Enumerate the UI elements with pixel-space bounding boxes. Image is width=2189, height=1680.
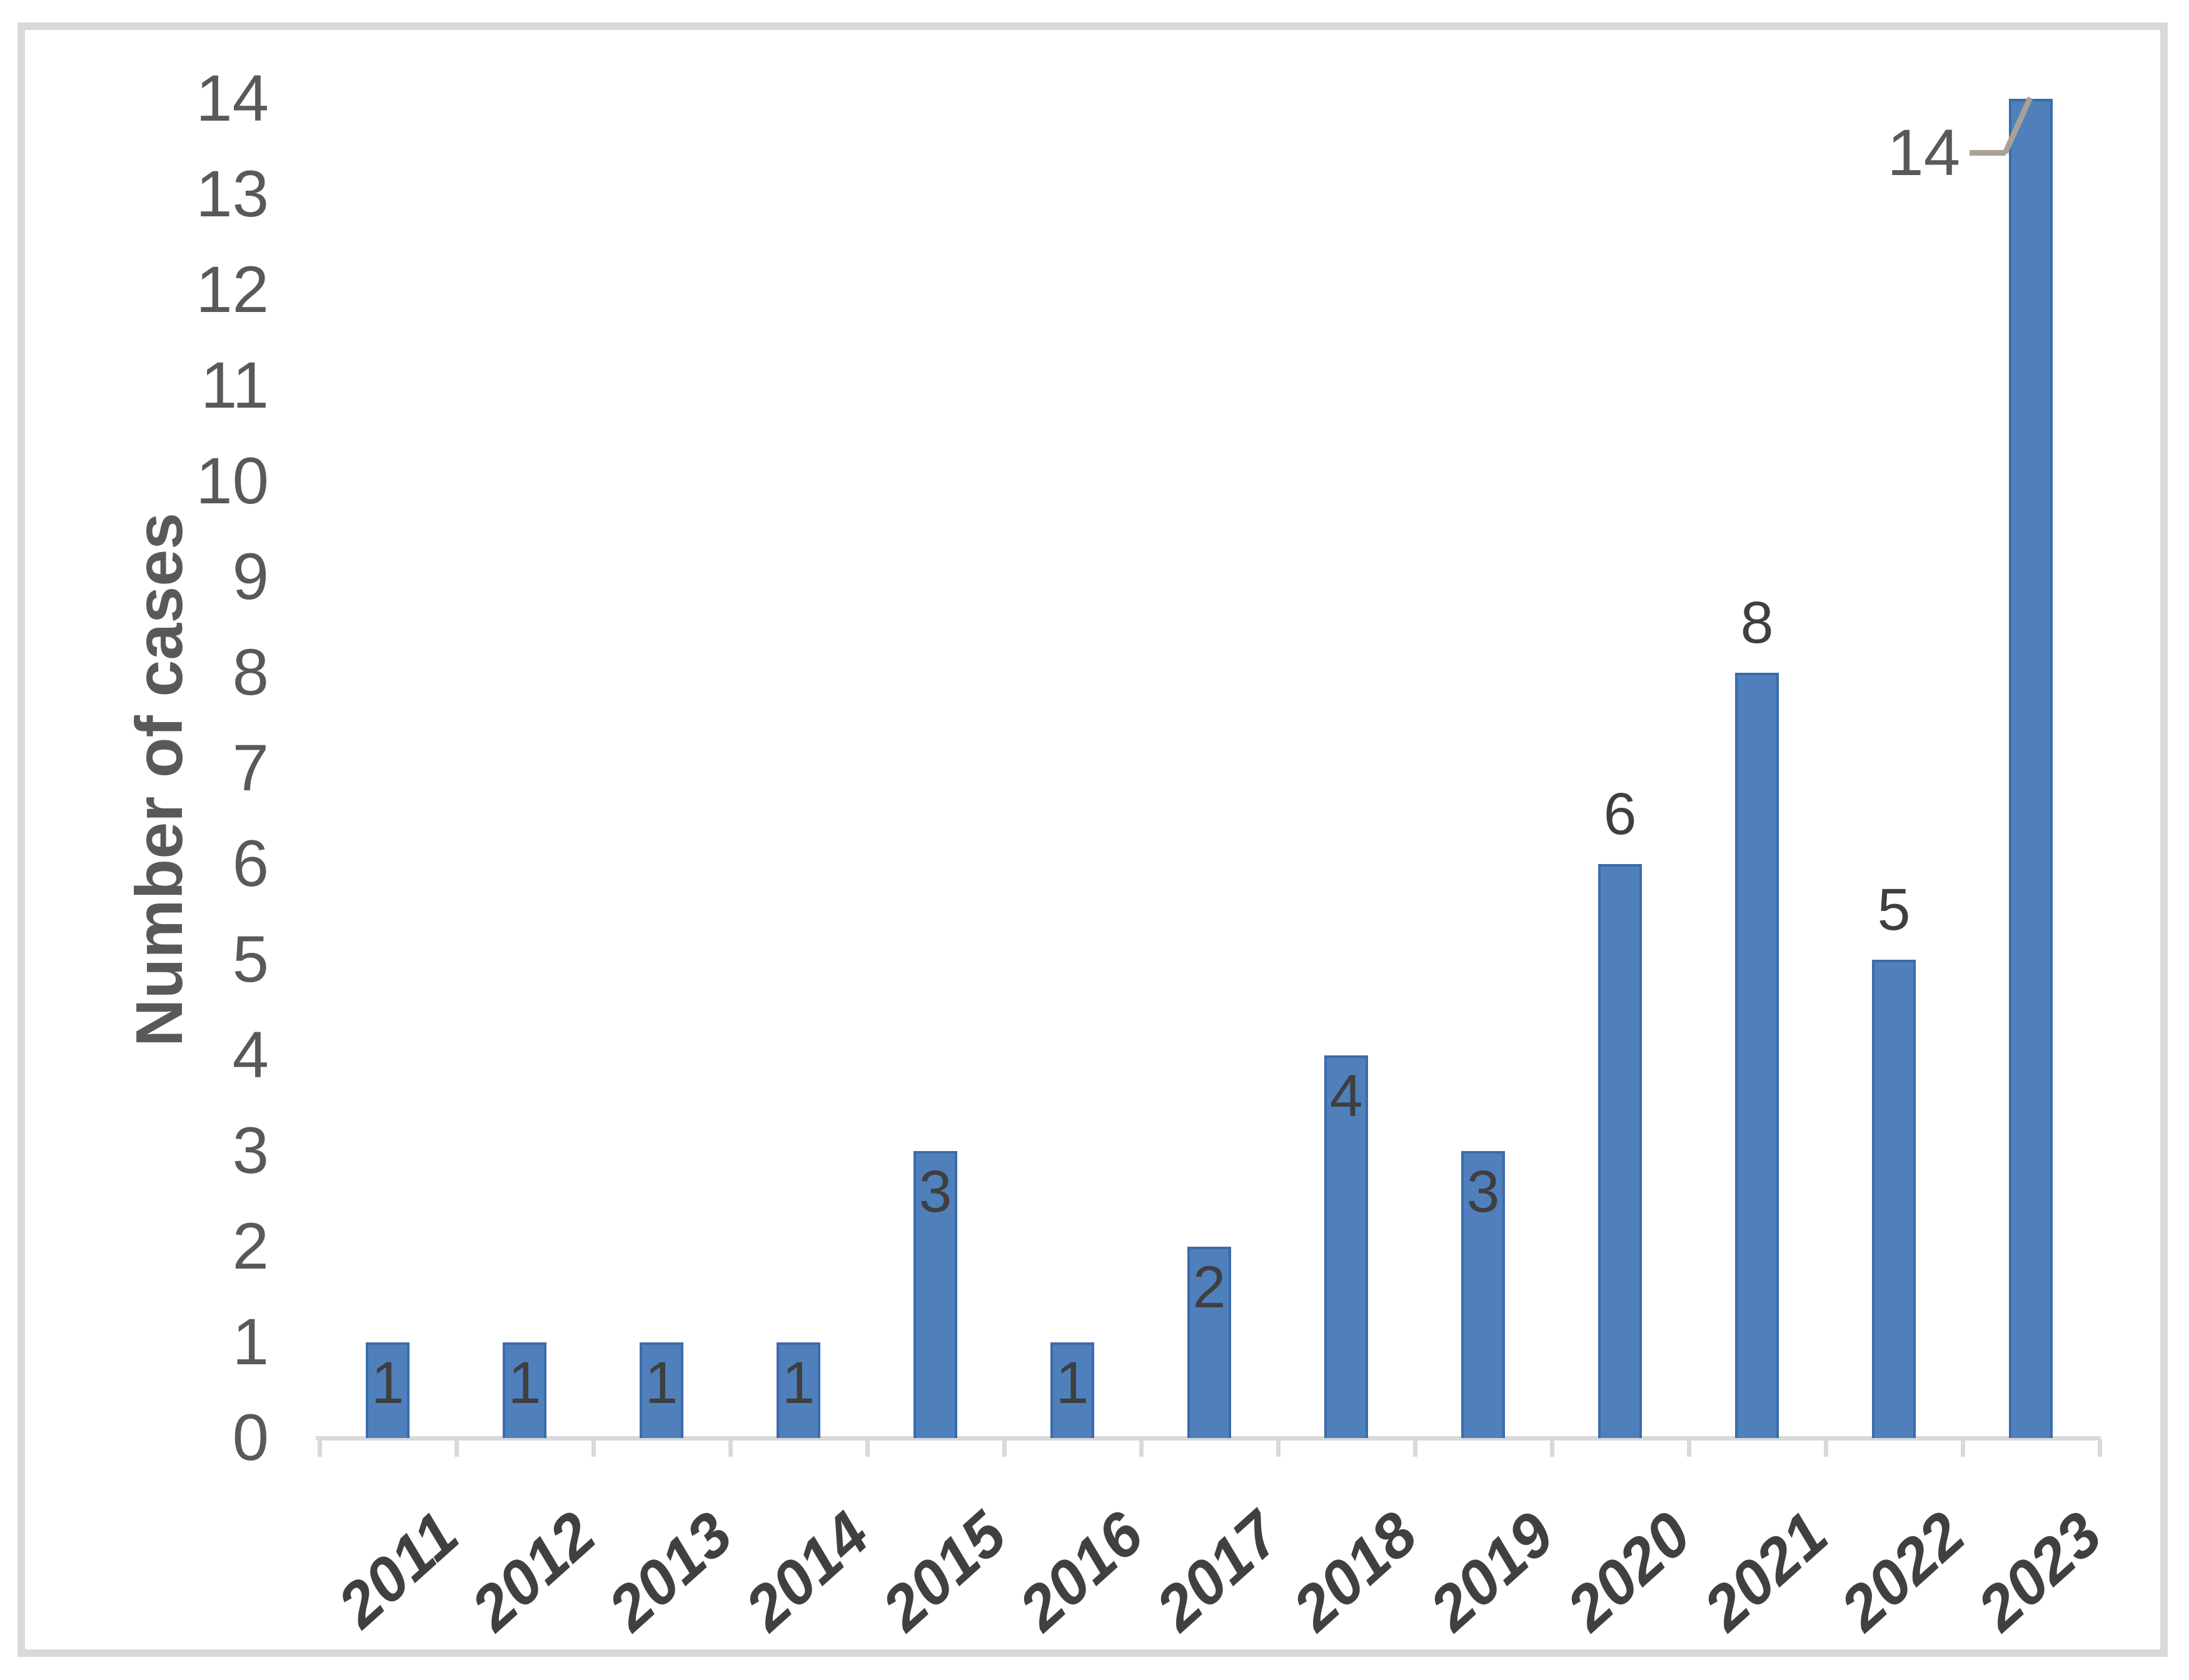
y-tick-label: 9	[232, 540, 269, 613]
bar-2018	[1324, 1055, 1368, 1438]
bar-2021	[1735, 673, 1779, 1438]
x-axis-tick	[1549, 1439, 1554, 1457]
y-tick-label: 2	[232, 1210, 269, 1283]
bar-value-label-2017: 2	[1192, 1254, 1226, 1320]
x-axis-tick	[591, 1439, 596, 1457]
x-axis-tick	[454, 1439, 459, 1457]
x-axis-tick	[1686, 1439, 1691, 1457]
x-axis-tick	[317, 1439, 322, 1457]
y-tick-label: 1	[232, 1305, 269, 1379]
x-axis-tick	[1002, 1439, 1007, 1457]
bar-value-label-2020: 6	[1603, 781, 1637, 847]
bar-value-label-2021: 8	[1740, 590, 1774, 656]
bar-2019	[1461, 1151, 1505, 1438]
bar-value-label-2011: 1	[371, 1350, 405, 1416]
bar-value-label-2016: 1	[1055, 1350, 1089, 1416]
y-tick-label: 4	[232, 1019, 269, 1092]
y-tick-label: 14	[196, 62, 269, 135]
bar-2014	[777, 1342, 820, 1438]
bar-2012	[503, 1342, 546, 1438]
x-axis-line	[316, 1436, 2101, 1441]
x-axis-tick	[1139, 1439, 1144, 1457]
x-axis-tick	[728, 1439, 733, 1457]
bar-value-label-2013: 1	[645, 1350, 678, 1416]
y-tick-label: 3	[232, 1114, 269, 1187]
bar-value-label-2023: 14	[1887, 116, 1960, 189]
bar-value-label-2018: 4	[1329, 1063, 1363, 1129]
bar-2020	[1598, 864, 1642, 1438]
bar-value-label-2015: 3	[918, 1159, 952, 1225]
callout-leader-line-horizontal	[1970, 150, 2006, 156]
y-tick-label: 13	[196, 158, 269, 231]
bar-2023	[2009, 99, 2053, 1438]
y-tick-label: 8	[232, 636, 269, 709]
x-axis-tick	[2097, 1439, 2102, 1457]
bar-2013	[640, 1342, 683, 1438]
x-axis-tick	[1276, 1439, 1281, 1457]
y-tick-label: 6	[232, 827, 269, 900]
bar-2017	[1187, 1247, 1231, 1438]
bar-value-label-2019: 3	[1466, 1159, 1500, 1225]
bar-value-label-2014: 1	[782, 1350, 815, 1416]
y-tick-label: 11	[201, 349, 269, 422]
x-axis-tick	[865, 1439, 870, 1457]
y-tick-label: 10	[196, 445, 269, 518]
bar-value-label-2012: 1	[508, 1350, 541, 1416]
bar-2011	[366, 1342, 410, 1438]
y-tick-label: 7	[232, 732, 269, 805]
bar-2016	[1050, 1342, 1094, 1438]
y-tick-label: 0	[232, 1401, 269, 1474]
y-tick-label: 12	[196, 253, 269, 326]
bar-2015	[913, 1151, 957, 1438]
x-axis-tick	[1412, 1439, 1417, 1457]
bar-2022	[1872, 960, 1916, 1438]
bar-value-label-2022: 5	[1877, 877, 1911, 943]
x-axis-tick	[1823, 1439, 1828, 1457]
x-axis-tick	[1960, 1439, 1965, 1457]
y-tick-label: 5	[232, 923, 269, 996]
